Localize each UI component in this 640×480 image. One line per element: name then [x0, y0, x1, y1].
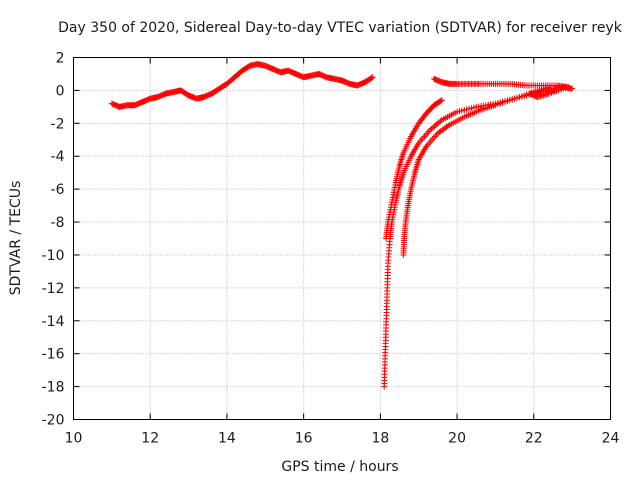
y-tick-label: -6 — [51, 182, 65, 198]
series-band-a — [381, 84, 576, 390]
y-tick-label: -16 — [42, 347, 65, 363]
y-tick-label: -12 — [42, 281, 65, 297]
data-point — [437, 118, 444, 125]
x-tick-label: 24 — [602, 431, 620, 447]
x-tick-label: 22 — [525, 431, 543, 447]
y-tick-label: 0 — [56, 83, 65, 99]
y-tick-label: -2 — [51, 116, 65, 132]
series-band-b — [383, 97, 445, 242]
plot-frame — [73, 57, 611, 420]
data-point — [368, 74, 375, 81]
series-evening — [431, 75, 572, 100]
y-tick-label: -10 — [42, 248, 65, 264]
data-point — [438, 97, 445, 104]
x-axis-label: GPS time / hours — [281, 459, 398, 475]
y-tick-label: -8 — [51, 215, 65, 231]
x-tick-label: 16 — [295, 431, 313, 447]
x-tick-label: 18 — [371, 431, 389, 447]
y-tick-label: -14 — [42, 314, 65, 330]
y-tick-label: -4 — [51, 149, 65, 165]
data-point — [369, 74, 376, 81]
data-point — [437, 97, 444, 104]
y-tick-label: -18 — [42, 380, 65, 396]
data-point — [553, 87, 560, 94]
axis-ticks: 10 12 14 16 18 20 22 2420-2-4-6-8-10-12-14-16-1… — [42, 51, 620, 447]
x-tick-label: 14 — [218, 431, 236, 447]
chart-title: Day 350 of 2020, Sidereal Day-to-day VTE… — [58, 20, 623, 36]
series-band-c — [400, 84, 553, 258]
data-marks — [108, 61, 576, 390]
data-point — [444, 122, 451, 129]
y-tick-label: -20 — [42, 413, 65, 429]
x-tick-label: 12 — [141, 431, 159, 447]
y-axis-label: SDTVAR / TECUs — [8, 181, 24, 296]
y-tick-label: 2 — [56, 51, 65, 67]
x-tick-label: 20 — [448, 431, 466, 447]
grid-lines — [73, 57, 611, 420]
x-tick-label: 10 — [65, 431, 83, 447]
series-morning — [108, 61, 376, 110]
data-point — [569, 85, 576, 92]
